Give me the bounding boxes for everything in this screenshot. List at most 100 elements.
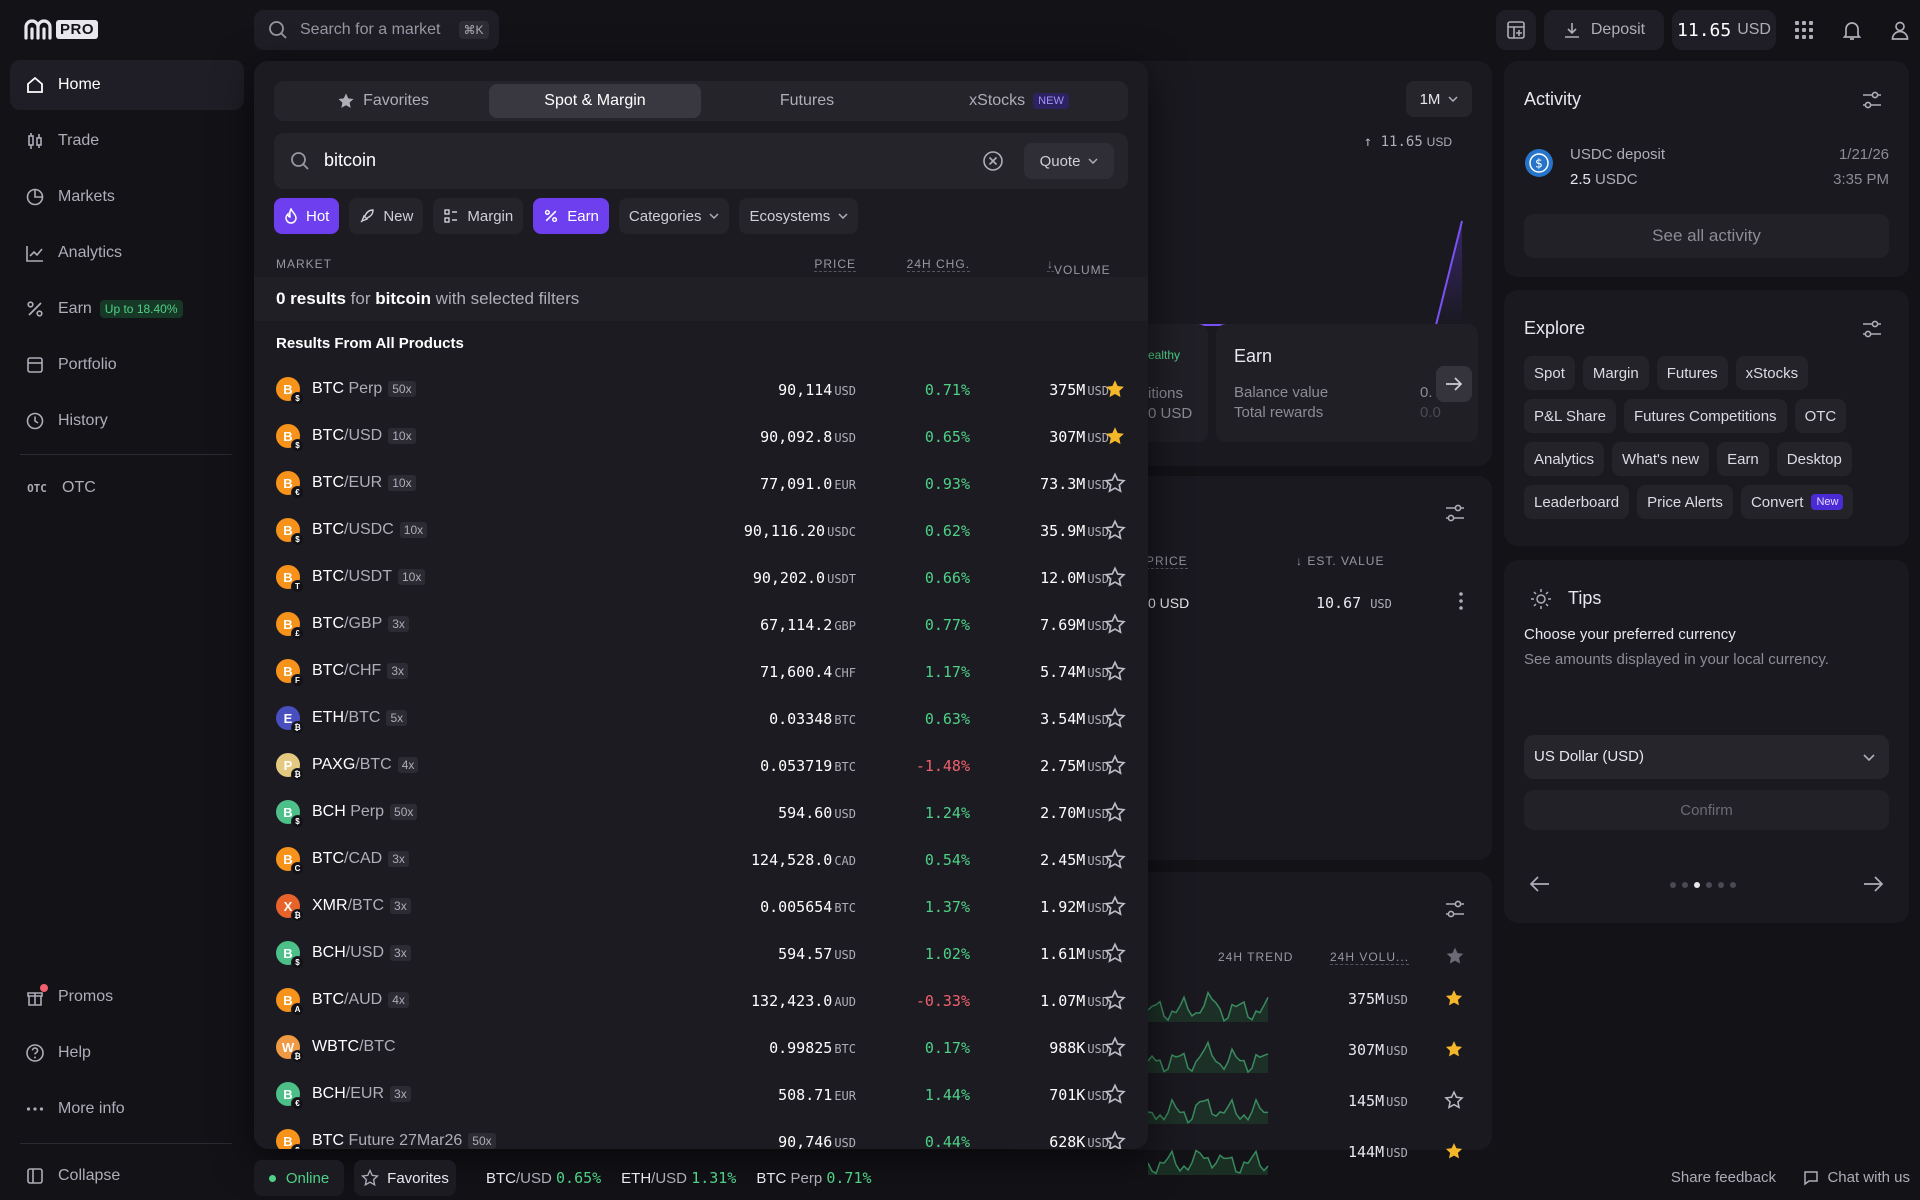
filter-sliders-icon[interactable] xyxy=(1444,898,1466,920)
filter-earn[interactable]: Earn xyxy=(533,198,609,234)
explore-chip[interactable]: xStocks xyxy=(1735,356,1809,390)
see-all-activity-button[interactable]: See all activity xyxy=(1524,214,1889,258)
nav-home[interactable]: Home xyxy=(10,60,244,110)
explore-chip[interactable]: Futures Competitions xyxy=(1624,399,1787,433)
explore-chip[interactable]: Futures xyxy=(1656,356,1728,390)
collapse-button[interactable]: Collapse xyxy=(10,1152,244,1200)
arrow-right-icon[interactable] xyxy=(1863,876,1883,892)
explore-chip[interactable]: Leaderboard xyxy=(1524,485,1630,519)
explore-chip[interactable]: Earn xyxy=(1717,442,1769,476)
nav-otc[interactable]: OTC OTC xyxy=(10,463,244,513)
nav-help[interactable]: Help xyxy=(10,1028,244,1078)
header-market[interactable]: MARKET xyxy=(276,257,333,271)
star-outline-icon[interactable] xyxy=(1104,1130,1126,1149)
chat-button[interactable]: Chat with us xyxy=(1803,1169,1910,1186)
star-outline-icon[interactable] xyxy=(1104,566,1126,588)
star-filled-icon[interactable] xyxy=(1104,378,1126,400)
star-filled-icon[interactable] xyxy=(1444,1039,1464,1059)
ticker-item[interactable]: BTC Perp 0.71% xyxy=(756,1169,872,1187)
nav-trade[interactable]: Trade xyxy=(10,116,244,166)
filter-new[interactable]: New xyxy=(349,198,424,234)
page-dot[interactable] xyxy=(1718,882,1724,888)
connection-status[interactable]: Online xyxy=(254,1160,344,1196)
explore-chip[interactable]: Margin xyxy=(1582,356,1649,390)
balance-button[interactable]: 11.65 USD xyxy=(1672,10,1776,50)
nav-promos[interactable]: Promos xyxy=(10,972,244,1022)
apps-grid-button[interactable] xyxy=(1784,10,1824,50)
nav-earn[interactable]: Earn Up to 18.40% xyxy=(10,284,244,334)
activity-item[interactable]: $ USDC deposit 2.5 USDC 1/21/26 3:35 PM xyxy=(1524,143,1889,193)
watchlist-row[interactable]: 307M USD xyxy=(1148,1027,1492,1073)
star-outline-icon[interactable] xyxy=(1104,754,1126,776)
star-outline-icon[interactable] xyxy=(1444,1090,1464,1110)
notifications-button[interactable] xyxy=(1832,10,1872,50)
star-outline-icon[interactable] xyxy=(1104,895,1126,917)
watchlist-row[interactable]: 144M USD xyxy=(1148,1129,1492,1175)
explore-chip[interactable]: OTC xyxy=(1794,399,1847,433)
ticker-item[interactable]: BTC/USD 0.65% xyxy=(486,1169,602,1187)
header-volume[interactable]: ↓ VOLUME xyxy=(1047,257,1111,277)
star-outline-icon[interactable] xyxy=(1104,519,1126,541)
popup-search-input[interactable]: bitcoin Quote xyxy=(274,133,1128,189)
page-dot[interactable] xyxy=(1706,882,1712,888)
range-selector[interactable]: 1M xyxy=(1406,81,1472,117)
kraken-pro-logo[interactable]: PRO xyxy=(24,18,99,40)
ticker-item[interactable]: ETH/USD 1.31% xyxy=(621,1169,737,1187)
star-filled-icon[interactable] xyxy=(1444,1141,1464,1161)
nav-history[interactable]: History xyxy=(10,396,244,446)
tab-spot-margin[interactable]: Spot & Margin xyxy=(489,84,701,118)
header-change[interactable]: 24H CHG. xyxy=(906,257,970,272)
star-outline-icon[interactable] xyxy=(1104,707,1126,729)
filter-sliders-icon[interactable] xyxy=(1444,502,1466,524)
explore-chip[interactable]: What's new xyxy=(1612,442,1710,476)
account-button[interactable] xyxy=(1880,10,1920,50)
share-feedback-link[interactable]: Share feedback xyxy=(1670,1169,1776,1186)
header-price[interactable]: PRICE xyxy=(814,257,856,272)
star-filled-icon[interactable] xyxy=(1444,988,1464,1008)
nav-analytics[interactable]: Analytics xyxy=(10,228,244,278)
star-outline-icon[interactable] xyxy=(1104,1036,1126,1058)
star-outline-icon[interactable] xyxy=(1104,660,1126,682)
explore-chip[interactable]: Analytics xyxy=(1524,442,1605,476)
page-dot[interactable] xyxy=(1682,882,1688,888)
filter-margin[interactable]: Margin xyxy=(433,198,524,234)
star-outline-icon[interactable] xyxy=(1104,989,1126,1011)
currency-select[interactable]: US Dollar (USD) xyxy=(1524,735,1889,779)
explore-chip[interactable]: P&L Share xyxy=(1524,399,1616,433)
market-search-trigger[interactable]: Search for a market ⌘K xyxy=(254,10,499,50)
filter-sliders-icon[interactable] xyxy=(1861,89,1883,111)
filter-categories-dropdown[interactable]: Categories xyxy=(618,198,730,234)
star-outline-icon[interactable] xyxy=(1104,472,1126,494)
carousel-next-button[interactable] xyxy=(1436,366,1472,402)
deposit-button[interactable]: Deposit xyxy=(1544,10,1664,50)
tab-favorites[interactable]: Favorites xyxy=(277,84,489,118)
explore-chip[interactable]: Spot xyxy=(1524,356,1575,390)
star-outline-icon[interactable] xyxy=(1104,1083,1126,1105)
filter-hot[interactable]: Hot xyxy=(274,198,340,234)
clear-search-icon[interactable] xyxy=(982,150,1004,172)
explore-chip[interactable]: Convert New xyxy=(1740,485,1854,519)
star-outline-icon[interactable] xyxy=(1104,848,1126,870)
arrow-left-icon[interactable] xyxy=(1530,876,1550,892)
watchlist-row[interactable]: 375M USD xyxy=(1148,976,1492,1022)
explore-chip[interactable]: Desktop xyxy=(1776,442,1852,476)
layout-button[interactable] xyxy=(1496,10,1536,50)
page-dot[interactable] xyxy=(1670,882,1676,888)
earn-card[interactable]: Earn Balance value Total rewards 0. 0.0 xyxy=(1216,324,1478,442)
page-dot[interactable] xyxy=(1730,882,1736,888)
